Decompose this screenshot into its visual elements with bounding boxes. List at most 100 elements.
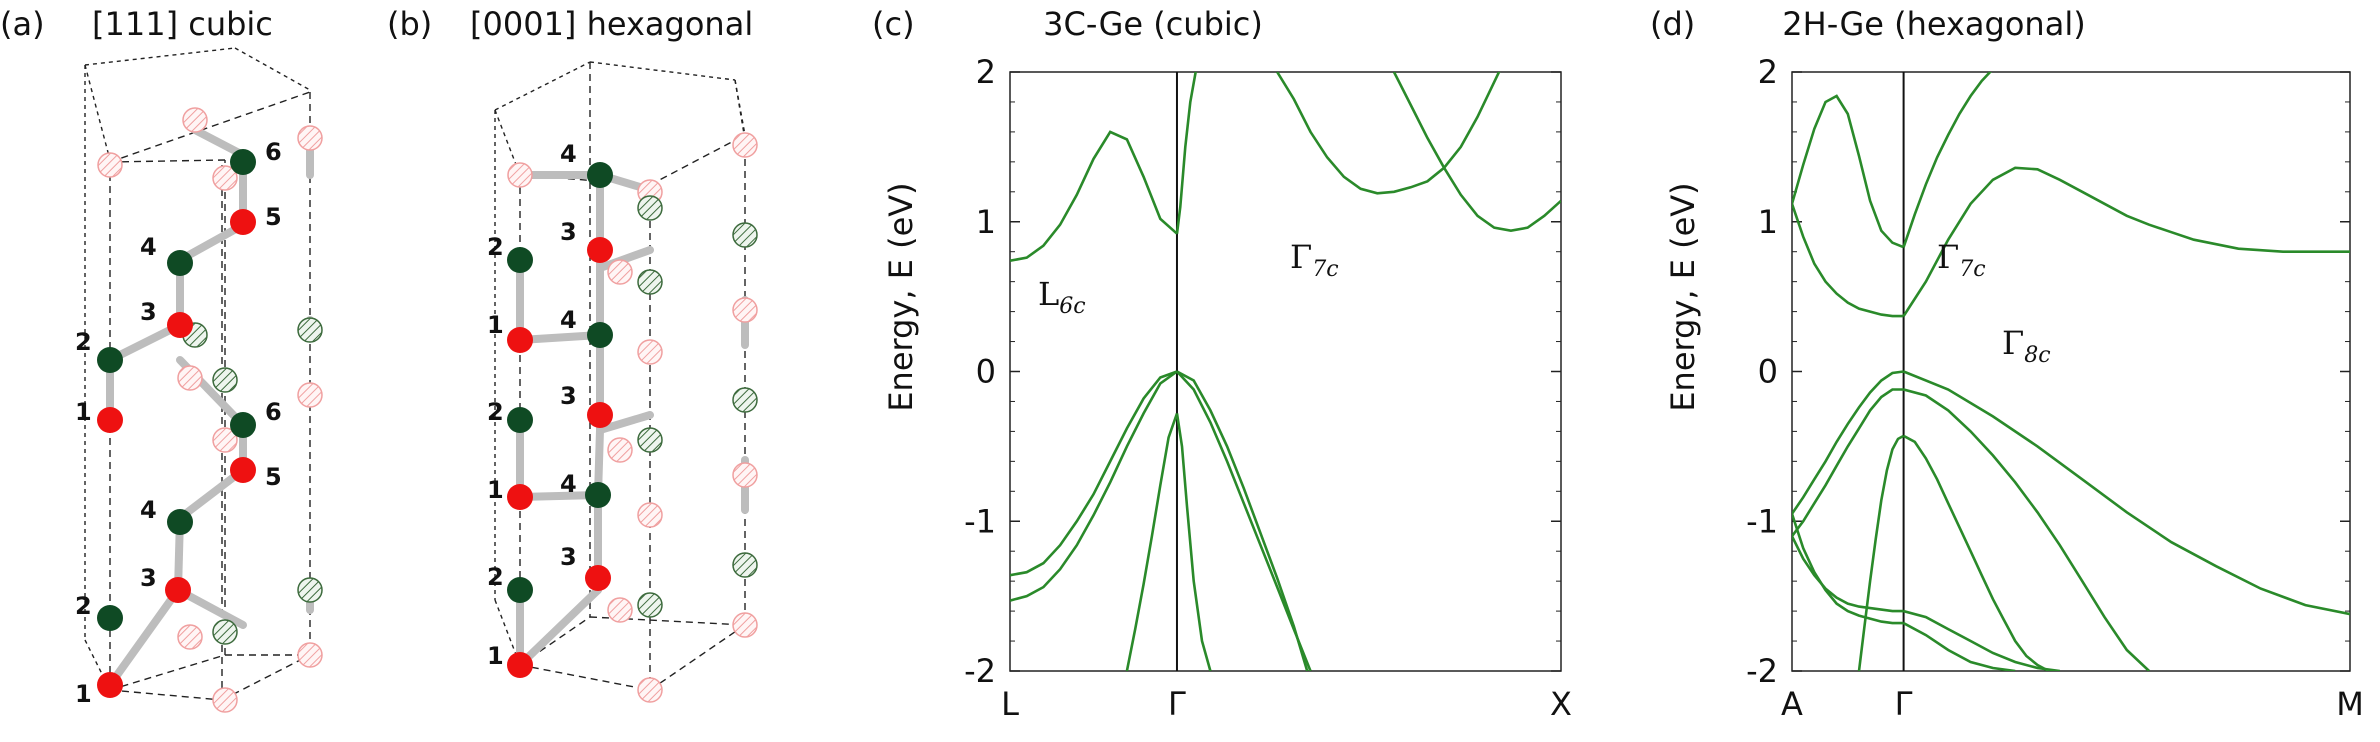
- band-structure-cubic: 2 1 0 -1 -2L Γ X L6c Γ7c: [964, 53, 1572, 723]
- panel-a: (a) [111] cubic 1 2 3 4 5 6 1 2 3 4 5 6: [0, 5, 323, 713]
- cell-edge: [84, 47, 236, 66]
- atom-red: [507, 652, 533, 678]
- cell-edge: [84, 639, 111, 691]
- hexagonal-atom-labels: 1 2 3 4 1 2 3 4 1 2 3 4: [487, 140, 577, 670]
- cell-edge: [734, 79, 746, 141]
- atom-label: 4: [560, 140, 577, 168]
- band: [1010, 370, 1178, 577]
- band-structure-hexagonal: 2 1 0 -1 -2A Γ M Γ7c Γ8c: [1746, 53, 2364, 723]
- band: [1792, 535, 1904, 613]
- panel-a-title: [111] cubic: [92, 5, 273, 43]
- ghost-atom-green: [212, 619, 238, 645]
- ghost-atom-green: [732, 552, 758, 578]
- ghost-atom-red: [607, 597, 633, 623]
- cell-edge: [221, 654, 311, 701]
- y-tick-label: 1: [1758, 203, 1778, 241]
- band-lines: [1010, 72, 1561, 671]
- ghost-atom-red: [212, 427, 238, 453]
- cell-edge: [649, 134, 746, 186]
- panel-b-title: [0001] hexagonal: [470, 5, 753, 43]
- ghost-atom-red: [732, 132, 758, 158]
- cell-edge: [109, 159, 226, 163]
- cell-edge: [649, 624, 746, 691]
- atom-green: [97, 347, 123, 373]
- x-tick-label: M: [2336, 685, 2364, 723]
- ghost-atom-red: [212, 165, 238, 191]
- atom-label: 5: [265, 463, 282, 491]
- x-tick-label: L: [1001, 685, 1019, 723]
- bond: [176, 221, 247, 264]
- band-annotation: Γ7c: [1290, 238, 1339, 282]
- ghost-atom-red: [212, 687, 238, 713]
- band: [1176, 370, 1312, 671]
- plot-frame: [1791, 71, 2351, 672]
- panel-c-letter: (c): [872, 5, 915, 43]
- panel-c: (c) 3C-Ge (cubic) Energy, E (eV) 2 1 0 -1 -2…: [872, 5, 1572, 723]
- bond: [596, 411, 654, 434]
- cell-edge: [519, 664, 651, 691]
- ghost-atom-green: [637, 269, 663, 295]
- ghost-atom-red: [177, 624, 203, 650]
- ghost-atom-red: [297, 642, 323, 668]
- atom-red: [587, 402, 613, 428]
- atom-green: [97, 605, 123, 631]
- atom-label: 3: [560, 218, 577, 246]
- bond: [106, 321, 184, 364]
- band-lines: [1792, 72, 2350, 671]
- band: [1792, 370, 1904, 515]
- atom-label: 4: [560, 306, 577, 334]
- cell-edge: [109, 689, 223, 701]
- atom-label: 1: [75, 398, 92, 426]
- atom-green: [167, 250, 193, 276]
- ghost-atom-green: [732, 387, 758, 413]
- band: [1276, 72, 1501, 195]
- y-tick-label: 1: [976, 203, 996, 241]
- panel-c-title: 3C-Ge (cubic): [1043, 5, 1263, 43]
- ghost-atom-green: [732, 222, 758, 248]
- panel-d: (d) 2H-Ge (hexagonal) Energy, E (eV) 2 1 0…: [1650, 5, 2364, 723]
- band: [1792, 94, 1905, 249]
- ghost-atom-red: [732, 297, 758, 323]
- atom-label: 3: [140, 564, 157, 592]
- band: [1903, 609, 2060, 671]
- atom-green: [507, 577, 533, 603]
- band: [1392, 72, 1561, 233]
- atom-green: [587, 322, 613, 348]
- atom-red: [507, 484, 533, 510]
- y-tick-label: 2: [1758, 53, 1778, 91]
- atom-label: 2: [487, 233, 504, 261]
- band-annotation: L6c: [1038, 275, 1086, 319]
- x-tick-label: Γ: [1895, 685, 1913, 723]
- ghost-atom-red: [637, 502, 663, 528]
- ghost-atom-green: [297, 317, 323, 343]
- cell-edge: [109, 654, 226, 691]
- panel-d-letter: (d): [1650, 5, 1695, 43]
- band: [1792, 513, 1904, 625]
- atom-red: [587, 237, 613, 263]
- atom-label: 6: [265, 138, 282, 166]
- band: [1175, 72, 1197, 234]
- band: [1902, 434, 2050, 671]
- atom-red: [167, 312, 193, 338]
- bond: [516, 586, 602, 669]
- atom-label: 1: [487, 642, 504, 670]
- bond: [106, 586, 182, 689]
- y-tick-label: 0: [1758, 353, 1778, 391]
- band: [1792, 388, 1904, 537]
- band: [1903, 370, 2350, 616]
- atom-label: 3: [140, 298, 157, 326]
- ghost-atom-red: [297, 382, 323, 408]
- cubic-atom-labels: 1 2 3 4 5 6 1 2 3 4 5 6: [75, 138, 282, 708]
- ghost-atom-red: [607, 437, 633, 463]
- band: [1176, 370, 1309, 671]
- ghost-atom-red: [177, 365, 203, 391]
- atom-green: [230, 149, 256, 175]
- y-tick-label: -1: [1746, 502, 1778, 540]
- bond: [176, 466, 247, 522]
- atom-label: 2: [75, 592, 92, 620]
- cell-edge: [84, 64, 111, 161]
- ghost-atom-red: [732, 462, 758, 488]
- panel-d-ylabel: Energy, E (eV): [1664, 182, 1702, 411]
- y-tick-label: 2: [976, 53, 996, 91]
- ghost-atom-red: [97, 152, 123, 178]
